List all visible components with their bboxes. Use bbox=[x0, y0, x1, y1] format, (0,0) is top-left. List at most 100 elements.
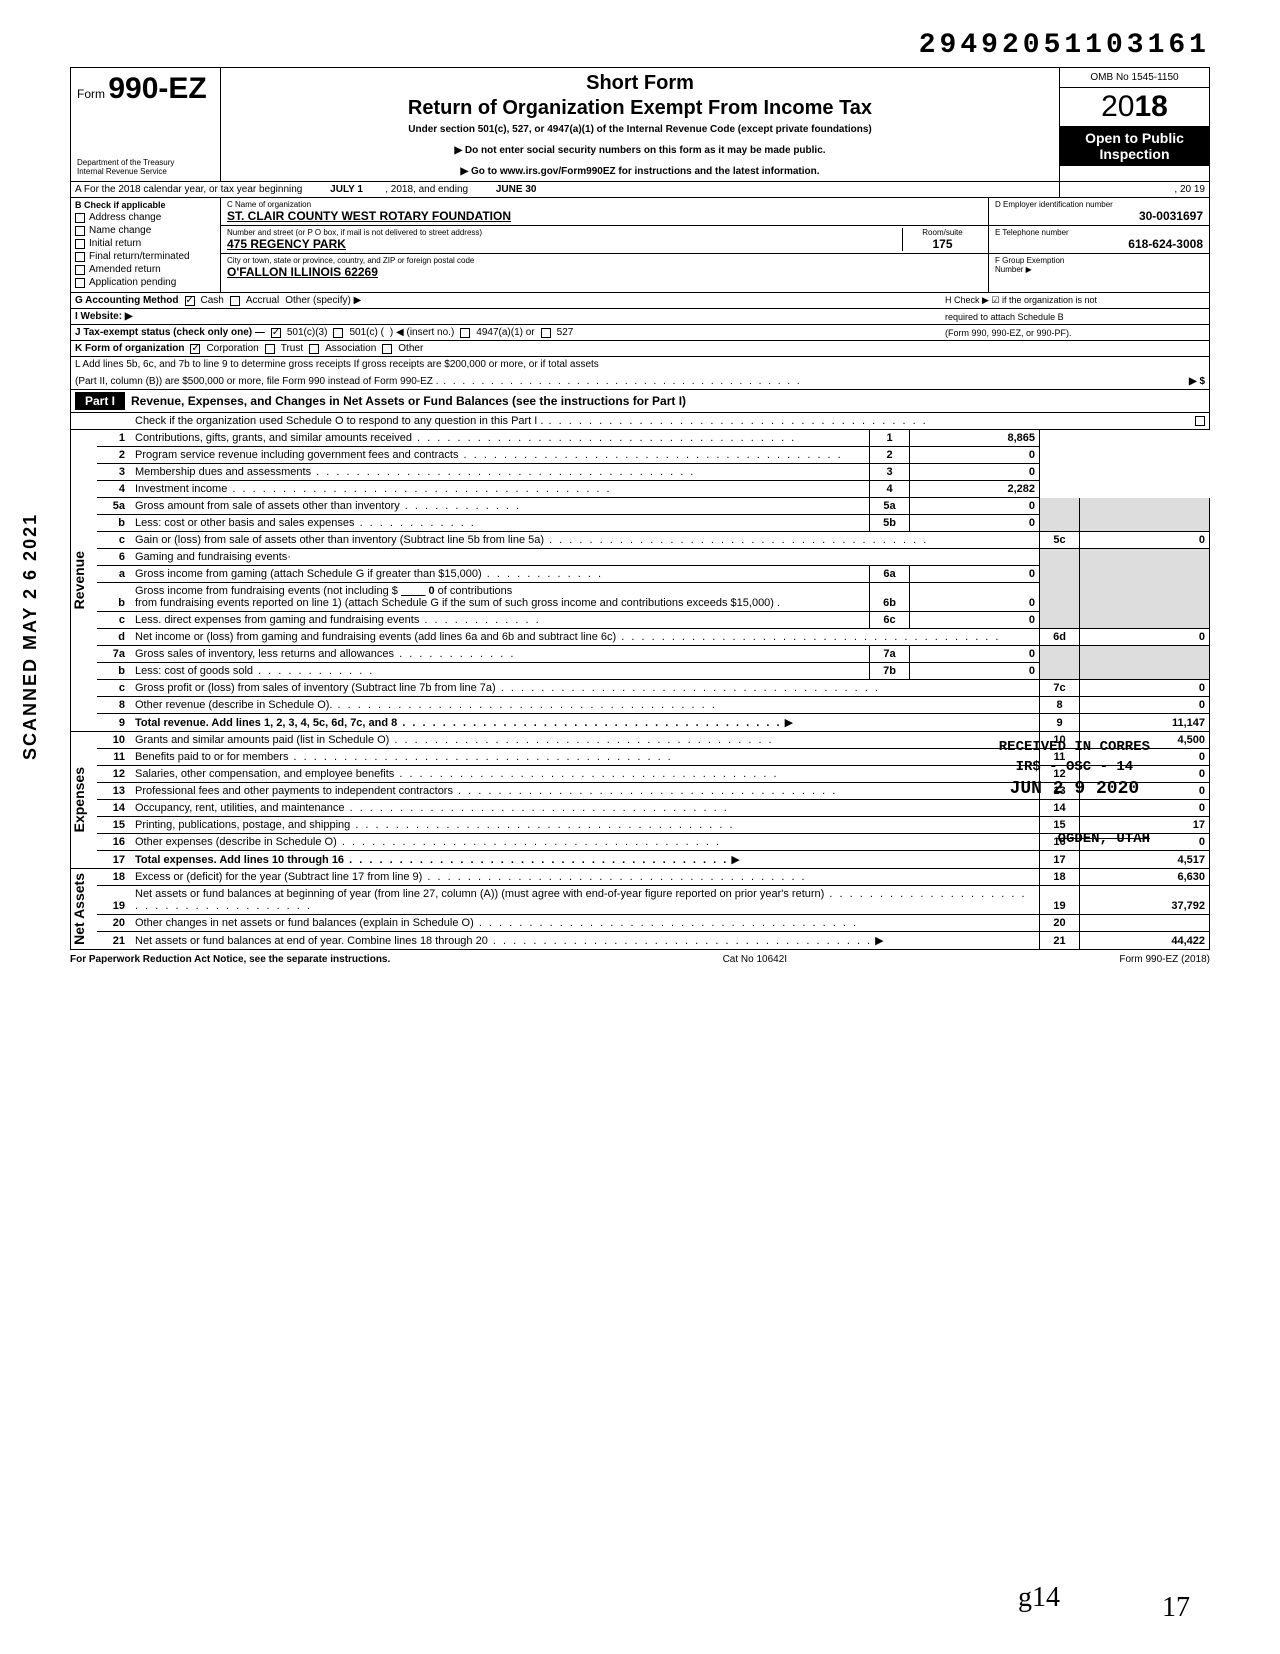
line-1: 1Contributions, gifts, grants, and simil… bbox=[97, 430, 1210, 447]
chk-accrual[interactable] bbox=[230, 296, 240, 306]
section-h-line3: (Form 990, 990-EZ, or 990-PF). bbox=[945, 328, 1205, 338]
period-end-year: , 20 19 bbox=[1059, 182, 1209, 197]
open-line1: Open to Public bbox=[1062, 130, 1207, 146]
line-6b-d3: from fundraising events reported on line… bbox=[135, 597, 780, 609]
part1-title: Revenue, Expenses, and Changes in Net As… bbox=[131, 394, 686, 408]
line-9-desc: Total revenue. Add lines 1, 2, 3, 4, 5c,… bbox=[135, 717, 782, 729]
short-form-title: Short Form bbox=[229, 72, 1051, 95]
lbl-cash: Cash bbox=[201, 295, 224, 306]
line-20: 20Other changes in net assets or fund ba… bbox=[97, 915, 1210, 932]
year-bold: 18 bbox=[1135, 90, 1168, 123]
addr-label: Number and street (or P O box, if mail i… bbox=[227, 228, 902, 237]
part1-schedule-o: Check if the organization used Schedule … bbox=[135, 415, 928, 427]
form-number: Form 990-EZ bbox=[77, 72, 214, 106]
line-6: 6Gaming and fundraising events· bbox=[97, 549, 1210, 566]
chk-amended[interactable] bbox=[75, 265, 85, 275]
stamp-date: JUN 2 9 2020 bbox=[999, 777, 1150, 802]
line-a-mid: , 2018, and ending bbox=[385, 184, 468, 195]
line-5a: 5aGross amount from sale of assets other… bbox=[97, 498, 1210, 515]
section-c-label: C Name of organization bbox=[227, 200, 982, 209]
chk-initial-return[interactable] bbox=[75, 239, 85, 249]
revenue-section: Revenue 1Contributions, gifts, grants, a… bbox=[70, 430, 1210, 732]
line-7c: cGross profit or (loss) from sales of in… bbox=[97, 680, 1210, 697]
chk-schedule-o[interactable] bbox=[1195, 416, 1205, 426]
section-l-arrow: ▶ $ bbox=[1189, 376, 1205, 387]
line-a-text: A For the 2018 calendar year, or tax yea… bbox=[75, 184, 302, 195]
ogden-stamp: OGDEN, UTAH bbox=[1058, 830, 1150, 850]
section-k-label: K Form of organization bbox=[75, 343, 184, 354]
lbl-accrual: Accrual bbox=[246, 295, 279, 306]
line-6b-contrib: 0 bbox=[428, 585, 434, 597]
section-j-label: J Tax-exempt status (check only one) — bbox=[75, 327, 265, 338]
year-prefix: 20 bbox=[1101, 90, 1134, 123]
lbl-trust: Trust bbox=[281, 343, 303, 354]
handwritten-1: g14 bbox=[1018, 1582, 1060, 1614]
lbl-4947: 4947(a)(1) or bbox=[476, 327, 534, 338]
lbl-amended: Amended return bbox=[89, 264, 161, 275]
footer-form: Form 990-EZ (2018) bbox=[1119, 954, 1210, 965]
line-19: 19Net assets or fund balances at beginni… bbox=[97, 886, 1210, 915]
chk-corporation[interactable] bbox=[190, 344, 200, 354]
line-5c: cGain or (loss) from sale of assets othe… bbox=[97, 532, 1210, 549]
part1-badge: Part I bbox=[75, 392, 125, 410]
chk-527[interactable] bbox=[541, 328, 551, 338]
line-a: A For the 2018 calendar year, or tax yea… bbox=[70, 182, 1210, 198]
received-stamp: RECEIVED IN CORRES IR$ - OSC - 14 JUN 2 … bbox=[999, 738, 1150, 802]
side-netassets: Net Assets bbox=[71, 873, 97, 945]
chk-association[interactable] bbox=[309, 344, 319, 354]
form-header: Form 990-EZ Department of the Treasury I… bbox=[70, 67, 1210, 182]
chk-address-change[interactable] bbox=[75, 213, 85, 223]
netassets-section: Net Assets 18Excess or (deficit) for the… bbox=[70, 869, 1210, 950]
lbl-501c: 501(c) ( bbox=[349, 327, 383, 338]
line-17: 17Total expenses. Add lines 10 through 1… bbox=[97, 851, 1210, 869]
chk-501c[interactable] bbox=[333, 328, 343, 338]
lbl-501c3: 501(c)(3) bbox=[287, 327, 328, 338]
section-f-number: Number ▶ bbox=[995, 265, 1203, 274]
line-7a: 7aGross sales of inventory, less returns… bbox=[97, 646, 1210, 663]
chk-501c3[interactable] bbox=[271, 328, 281, 338]
omb-number: OMB No 1545-1150 bbox=[1060, 68, 1209, 88]
section-h-line1: H Check ▶ ☑ if the organization is not bbox=[945, 295, 1205, 306]
line-3: 3Membership dues and assessments30 bbox=[97, 464, 1210, 481]
line-18: 18Excess or (deficit) for the year (Subt… bbox=[97, 869, 1210, 886]
line-6b-d1: Gross income from fundraising events (no… bbox=[135, 585, 398, 597]
room-suite: 175 bbox=[907, 237, 978, 251]
chk-name-change[interactable] bbox=[75, 226, 85, 236]
chk-app-pending[interactable] bbox=[75, 278, 85, 288]
chk-final-return[interactable] bbox=[75, 252, 85, 262]
lbl-527: 527 bbox=[557, 327, 574, 338]
form-990ez: 990-EZ bbox=[108, 72, 206, 105]
handwritten-2: 17 bbox=[1162, 1592, 1190, 1624]
line-8: 8Other revenue (describe in Schedule O).… bbox=[97, 697, 1210, 714]
website-notice: ▶ Go to www.irs.gov/Form990EZ for instru… bbox=[229, 166, 1051, 177]
ein: 30-0031697 bbox=[995, 209, 1203, 223]
street-address: 475 REGENCY PARK bbox=[227, 237, 902, 251]
dln-number: 29492051103161 bbox=[70, 30, 1210, 61]
period-end: JUNE 30 bbox=[496, 184, 537, 195]
open-line2: Inspection bbox=[1062, 146, 1207, 162]
chk-cash[interactable] bbox=[185, 296, 195, 306]
line-6d: dNet income or (loss) from gaming and fu… bbox=[97, 629, 1210, 646]
meta-rows: G Accounting Method Cash Accrual Other (… bbox=[70, 293, 1210, 390]
open-to-public: Open to Public Inspection bbox=[1060, 126, 1209, 166]
side-expenses: Expenses bbox=[71, 767, 97, 832]
line-17-desc: Total expenses. Add lines 10 through 16 bbox=[135, 854, 728, 866]
chk-4947[interactable] bbox=[460, 328, 470, 338]
lbl-final-return: Final return/terminated bbox=[89, 251, 190, 262]
lbl-association: Association bbox=[325, 343, 376, 354]
room-label: Room/suite bbox=[907, 228, 978, 237]
section-e-label: E Telephone number bbox=[995, 228, 1203, 237]
side-revenue: Revenue bbox=[71, 551, 97, 609]
form-label: Form bbox=[77, 87, 105, 101]
section-l-line2: (Part II, column (B)) are $500,000 or mo… bbox=[75, 376, 802, 387]
stamp-line1: RECEIVED IN CORRES bbox=[999, 738, 1150, 758]
chk-trust[interactable] bbox=[265, 344, 275, 354]
chk-other-org[interactable] bbox=[382, 344, 392, 354]
section-h-line2: required to attach Schedule B bbox=[945, 312, 1205, 322]
section-d-label: D Employer identification number bbox=[995, 200, 1203, 209]
line-4: 4Investment income42,282 bbox=[97, 481, 1210, 498]
line-2: 2Program service revenue including gover… bbox=[97, 447, 1210, 464]
org-name: ST. CLAIR COUNTY WEST ROTARY FOUNDATION bbox=[227, 209, 982, 223]
section-g-label: G Accounting Method bbox=[75, 295, 179, 306]
lbl-initial-return: Initial return bbox=[89, 238, 141, 249]
